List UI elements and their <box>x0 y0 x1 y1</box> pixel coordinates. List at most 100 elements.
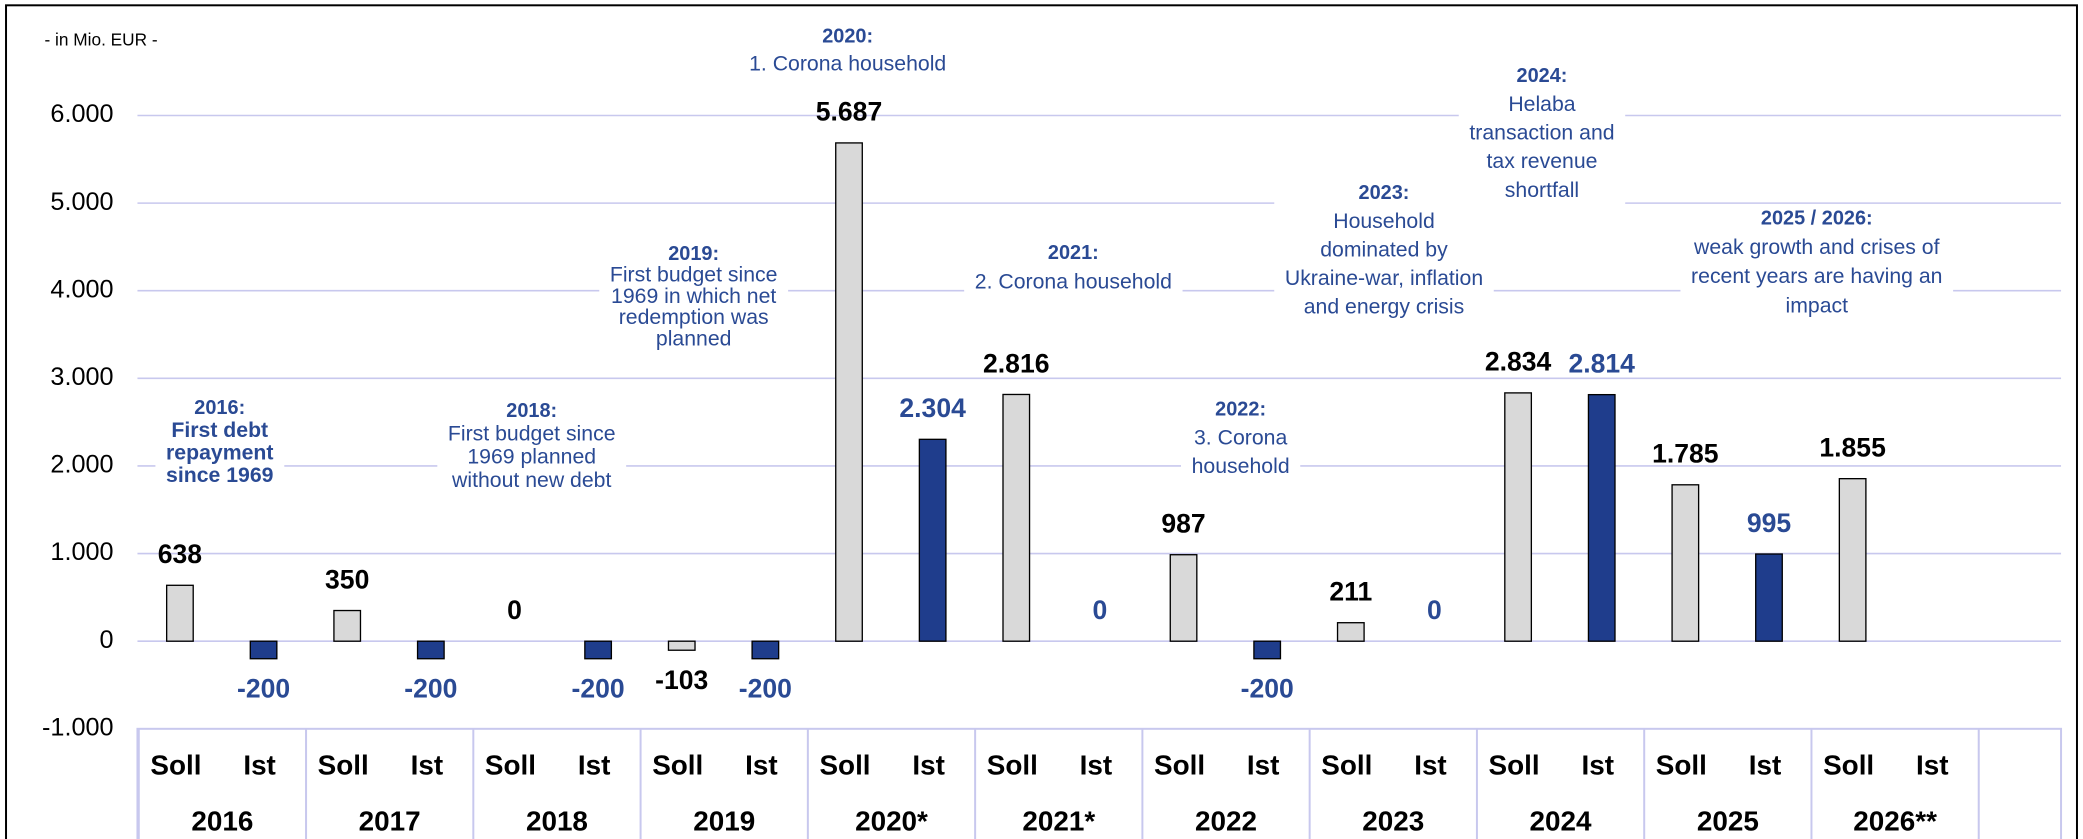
value-label: -200 <box>572 674 625 704</box>
annotation-bg <box>599 240 789 354</box>
annotation-text: First budget since <box>610 263 778 287</box>
annotation-bg <box>1680 204 1954 320</box>
series-label: Ist <box>1414 750 1447 781</box>
x-tick-label: 2024 <box>1530 805 1592 836</box>
bar <box>751 640 780 660</box>
x-tick-label: 2025 <box>1697 805 1759 836</box>
series-label: Soll <box>987 750 1038 781</box>
annotation: 2022: 3. Corona household <box>1181 395 1301 481</box>
value-label: 2.834 <box>1485 347 1552 377</box>
y-tick-label: 5.000 <box>50 188 113 216</box>
bar <box>1587 393 1616 642</box>
annotation-heading: 2023: <box>1359 182 1410 204</box>
annotation-text: without new debt <box>451 468 611 492</box>
x-tick-label: 2020* <box>855 805 928 836</box>
annotation-text: planned <box>656 326 732 350</box>
value-label: 5.687 <box>816 97 882 127</box>
annotation-text: dominated by <box>1320 238 1448 262</box>
annotation: 2025 / 2026: weak growth and crises of rec… <box>1680 204 1954 320</box>
bar <box>416 640 445 660</box>
bar <box>249 640 278 660</box>
annotation-text: and energy crisis <box>1304 295 1465 319</box>
series-label: Ist <box>411 750 444 781</box>
value-label: 0 <box>1093 595 1108 625</box>
bar <box>1253 640 1282 660</box>
annotation: 2023: Household dominated by Ukraine-war, i… <box>1274 179 1494 322</box>
bar <box>1169 554 1198 642</box>
series-label: Ist <box>1080 750 1113 781</box>
bar <box>918 438 947 642</box>
annotation-text: 1969 in which net <box>611 284 776 308</box>
x-tick-label: 2021* <box>1022 805 1095 836</box>
annotation-bg <box>1458 62 1626 205</box>
annotation-text: 2. Corona household <box>975 269 1172 293</box>
series-label: Soll <box>1154 750 1205 781</box>
series-label: Soll <box>318 750 369 781</box>
annotation-heading: 2022: <box>1215 398 1266 420</box>
annotation-text: repayment <box>166 441 273 465</box>
series-label: Ist <box>745 750 778 781</box>
x-tick-label: 2016 <box>191 805 253 836</box>
bar <box>667 640 696 651</box>
annotation-text: tax revenue <box>1486 149 1597 173</box>
y-tick-label: 4.000 <box>50 275 113 303</box>
series-label: Ist <box>1916 750 1949 781</box>
annotation-text: shortfall <box>1505 178 1579 202</box>
bar <box>1838 478 1867 642</box>
bar <box>584 640 613 660</box>
annotation-bg <box>1181 395 1301 481</box>
bar <box>1336 622 1365 642</box>
annotation-heading: 2025 / 2026: <box>1761 207 1873 229</box>
annotation-heading: 2020: <box>822 25 873 47</box>
series-label: Ist <box>1581 750 1614 781</box>
series-label: Soll <box>1823 750 1874 781</box>
value-label: 1.785 <box>1652 439 1719 469</box>
value-label: 211 <box>1329 577 1372 607</box>
annotation-heading: 2024: <box>1517 65 1568 87</box>
annotation-text: redemption was <box>619 305 769 329</box>
bar <box>835 142 863 642</box>
value-label: -103 <box>655 665 708 695</box>
x-tick-label: 2022 <box>1195 805 1257 836</box>
annotation-text: recent years are having an <box>1691 264 1942 288</box>
y-tick-label: 6.000 <box>50 100 113 128</box>
y-tick-label: 1.000 <box>50 538 113 566</box>
annotation-text: Household <box>1333 209 1435 233</box>
series-label: Soll <box>652 750 703 781</box>
value-label: -200 <box>739 674 792 704</box>
value-label: 0 <box>1427 595 1442 625</box>
frame <box>5 4 2078 839</box>
bar <box>1504 392 1533 642</box>
annotation: 2020: 1. Corona household <box>738 22 957 79</box>
annotation-bg <box>964 239 1183 297</box>
annotation-text: weak growth and crises of <box>1693 235 1940 259</box>
series-label: Soll <box>819 750 870 781</box>
series-label: Ist <box>243 750 276 781</box>
series-label: Soll <box>150 750 201 781</box>
annotation-heading: 2016: <box>194 397 245 419</box>
series-label: Ist <box>1247 750 1280 781</box>
annotation: 2021: 2. Corona household <box>964 239 1183 297</box>
x-tick-label: 2026** <box>1853 805 1937 836</box>
annotation-heading: 2018: <box>506 400 557 422</box>
series-label: Ist <box>578 750 611 781</box>
series-label: Soll <box>1321 750 1372 781</box>
annotation-text: transaction and <box>1469 121 1614 145</box>
value-label: 2.814 <box>1568 348 1635 378</box>
annotation-heading: 2019: <box>668 243 719 265</box>
annotation-bg <box>155 394 285 490</box>
value-label: 995 <box>1747 508 1792 538</box>
value-label: 987 <box>1161 509 1205 539</box>
bar <box>165 584 194 642</box>
annotation-text: Helaba <box>1508 92 1575 116</box>
series-label: Soll <box>485 750 536 781</box>
series-label: Ist <box>912 750 945 781</box>
x-tick-label: 2019 <box>693 805 755 836</box>
value-label: -200 <box>237 674 290 704</box>
annotation-bg <box>1274 179 1494 322</box>
bar <box>1671 484 1700 642</box>
value-label: 1.855 <box>1819 432 1886 462</box>
